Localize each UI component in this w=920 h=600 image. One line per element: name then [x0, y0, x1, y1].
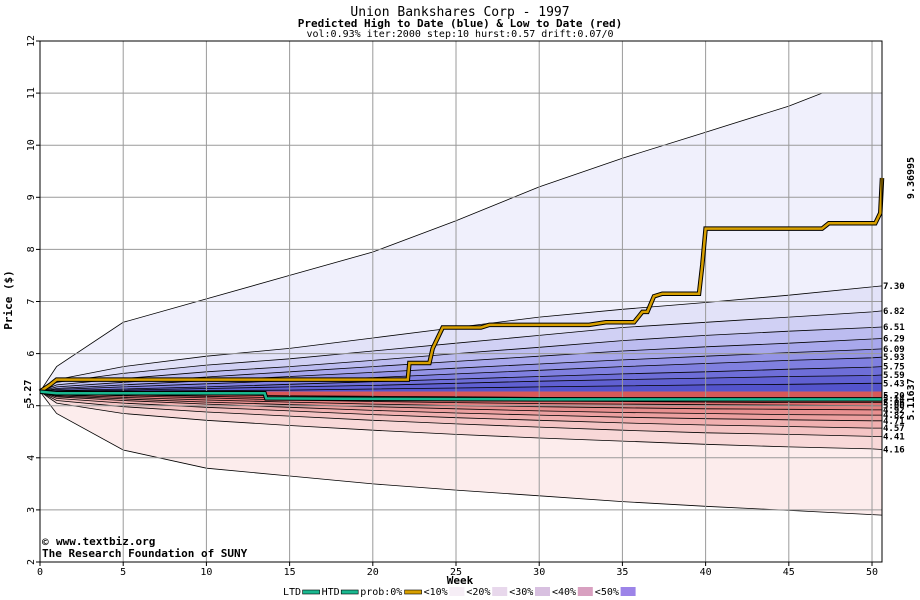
y-tick-label: 7 — [26, 298, 37, 304]
legend-label-1: HTD — [322, 587, 340, 598]
y-tick-label: 8 — [26, 246, 37, 252]
legend-swatch-7 — [620, 587, 636, 596]
band-end-label: 6.51 — [883, 323, 905, 333]
x-tick-label: 15 — [284, 567, 296, 578]
band-end-label: 5.14 — [883, 394, 905, 404]
band-end-label: 4.41 — [883, 432, 905, 442]
band-end-label: 4.71 — [883, 417, 905, 427]
y-tick-label: 9 — [26, 194, 37, 200]
watermark-url: www.textbiz.org — [56, 535, 155, 548]
legend-swatch-3 — [449, 587, 465, 596]
end-ltd-label: 5.11637 — [906, 378, 917, 420]
band-end-label: 4.16 — [883, 445, 905, 455]
y-tick-label: 12 — [26, 35, 37, 47]
band-end-label: 5.06 — [883, 399, 905, 409]
y-tick-label: 5 — [26, 403, 37, 409]
legend-label-3: <10% — [424, 587, 448, 598]
x-tick-label: 45 — [783, 567, 795, 578]
watermark: © www.textbiz.org The Research Foundatio… — [42, 535, 248, 560]
y-tick-label: 4 — [26, 455, 37, 461]
band-end-label: 4.57 — [883, 424, 905, 434]
chart-title: Union Bankshares Corp - 1997 — [350, 5, 569, 20]
end-prob-label: 9.36995 — [906, 157, 917, 199]
probability-bands — [39, 92, 883, 516]
x-tick-label: 50 — [866, 567, 878, 578]
y-tick-label: 11 — [26, 87, 37, 99]
x-tick-label: 5 — [120, 567, 126, 578]
legend-swatch-2 — [404, 589, 422, 595]
x-axis: 0 5 10 15 20 25 30 35 40 45 50 — [37, 562, 878, 578]
legend-label-5: <30% — [509, 587, 533, 598]
legend-label-7: <50% — [595, 587, 619, 598]
x-tick-label: 40 — [700, 567, 712, 578]
x-tick-label: 0 — [37, 567, 43, 578]
x-tick-label: 25 — [450, 567, 462, 578]
grid — [40, 41, 882, 562]
legend-swatch-6 — [577, 587, 593, 596]
x-tick-label: 35 — [616, 567, 628, 578]
series-lines — [38, 177, 885, 402]
watermark-org: The Research Foundation of SUNY — [42, 547, 248, 560]
legend-label-4: <20% — [466, 587, 490, 598]
band-end-label: 4.92 — [883, 406, 905, 416]
band-end-label: 5.00 — [883, 402, 905, 412]
x-tick-label: 30 — [533, 567, 545, 578]
x-tick-label: 10 — [200, 567, 212, 578]
band-end-label: 5.93 — [883, 353, 905, 363]
band-end-label: 5.75 — [883, 363, 905, 373]
legend-swatch-0 — [302, 589, 320, 595]
y-axis-label: Price ($) — [2, 270, 15, 330]
legend-swatch-1 — [340, 589, 359, 595]
legend: LTD HTD prob:0% <10% <20% <30% <40% <50% — [283, 587, 636, 598]
band-end-label: 5.20 — [883, 391, 905, 401]
band-end-label: 5.59 — [883, 371, 905, 381]
x-tick-label: 20 — [367, 567, 379, 578]
ltd-line — [39, 390, 882, 401]
legend-label-2: prob:0% — [360, 587, 402, 598]
legend-swatch-5 — [535, 587, 550, 596]
y-tick-label: 6 — [26, 351, 37, 357]
chart-params: vol:0.93% iter:2000 step:10 hurst:0.57 d… — [306, 29, 613, 40]
band-end-labels: 7.30 6.82 6.516.296.095.935.755.595.43 5.20… — [883, 282, 905, 456]
band-end-label: 4.82 — [883, 411, 905, 421]
start-value-label: 5.27 — [23, 380, 34, 404]
x-axis-label: Week — [447, 574, 474, 587]
y-tick-label: 2 — [26, 559, 37, 565]
y-tick-label: 3 — [26, 507, 37, 513]
band-end-label: 5.43 — [883, 379, 905, 389]
y-axis: 2 3 4 5 6 7 8 9 10 11 12 — [26, 35, 40, 565]
band-end-label: 6.82 — [883, 307, 905, 317]
chart-subtitle: Predicted High to Date (blue) & Low to D… — [298, 17, 623, 30]
copyright-symbol: © — [42, 536, 49, 549]
legend-swatch-4 — [492, 587, 508, 596]
band-end-label: 6.09 — [883, 345, 905, 355]
band-end-label: 7.30 — [883, 282, 905, 292]
legend-label-0: LTD — [283, 587, 301, 598]
band-end-label: 6.29 — [883, 334, 905, 344]
y-tick-label: 10 — [26, 139, 37, 151]
prob-line — [39, 177, 884, 393]
legend-label-6: <40% — [552, 587, 576, 598]
